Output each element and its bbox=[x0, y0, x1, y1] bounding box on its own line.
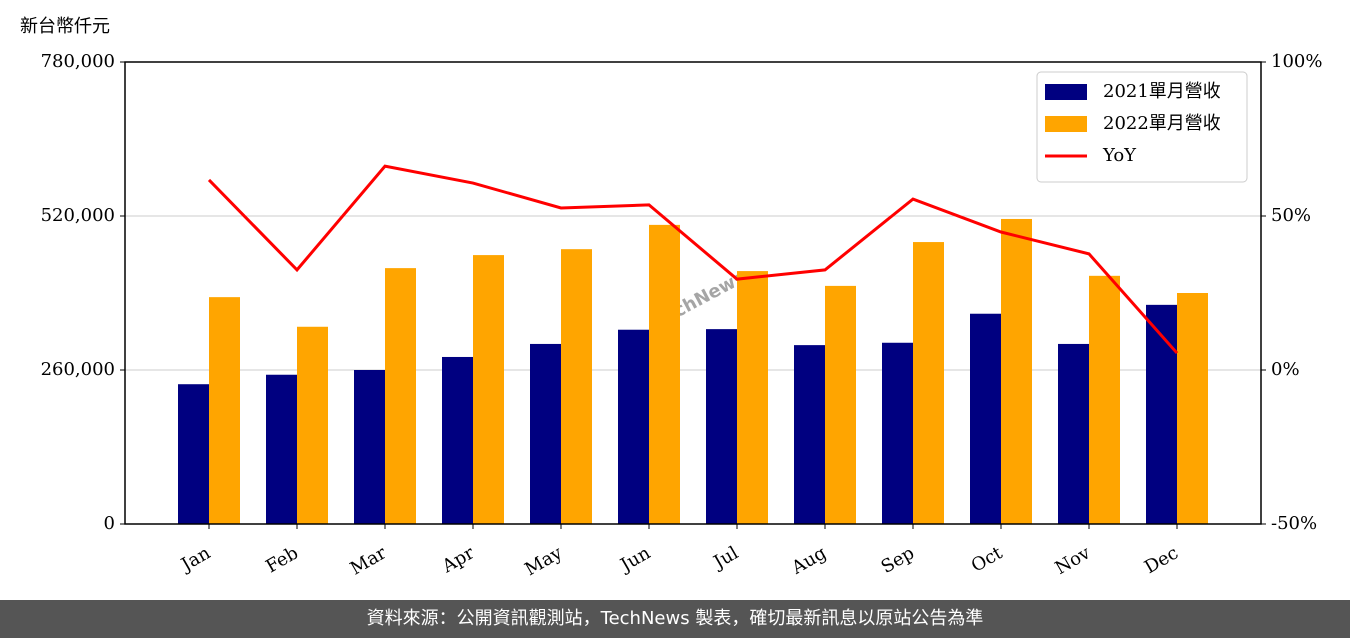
bar bbox=[825, 285, 856, 524]
legend-swatch bbox=[1045, 84, 1087, 100]
x-tick-label: May bbox=[521, 542, 566, 580]
bar bbox=[1001, 218, 1032, 524]
y-tick-label: 780,000 bbox=[41, 51, 115, 72]
bar bbox=[794, 345, 825, 524]
bar bbox=[1058, 343, 1089, 524]
bar bbox=[385, 268, 416, 524]
bar bbox=[297, 326, 328, 524]
x-tick-label: Apr bbox=[438, 542, 478, 577]
bar bbox=[209, 297, 240, 524]
bar bbox=[442, 356, 473, 524]
bar bbox=[1146, 304, 1177, 524]
x-tick-label: Nov bbox=[1052, 542, 1095, 579]
bar bbox=[649, 224, 680, 524]
y2-tick-label: 50% bbox=[1271, 205, 1311, 226]
x-tick-label: Jan bbox=[176, 542, 214, 576]
x-tick-label: Dec bbox=[1141, 542, 1182, 578]
bar bbox=[706, 329, 737, 524]
bar bbox=[1177, 293, 1208, 524]
source-note: 資料來源：公開資訊觀測站，TechNews 製表，確切最新訊息以原站公告為準 bbox=[367, 608, 984, 629]
footer-band bbox=[0, 600, 1350, 638]
x-tick-label: Oct bbox=[968, 542, 1007, 577]
x-tick-label: Jun bbox=[615, 542, 654, 577]
legend-label: 2021單月營收 bbox=[1103, 81, 1221, 102]
legend-box bbox=[1036, 71, 1248, 183]
bar bbox=[882, 342, 913, 524]
bar bbox=[913, 242, 944, 525]
x-tick-label: Feb bbox=[262, 542, 302, 577]
y2-tick-label: 0% bbox=[1271, 359, 1300, 380]
bar bbox=[530, 343, 561, 524]
unit-label: 新台幣仟元 bbox=[20, 16, 110, 37]
y-tick-label: 260,000 bbox=[41, 359, 115, 380]
y2-tick-label: -50% bbox=[1271, 513, 1317, 534]
bar bbox=[1089, 275, 1120, 524]
bar bbox=[266, 374, 297, 524]
bar bbox=[970, 313, 1001, 524]
bar bbox=[737, 271, 768, 524]
legend-label: 2022單月營收 bbox=[1103, 113, 1221, 134]
y-tick-label: 520,000 bbox=[41, 205, 115, 226]
y-tick-label: 0 bbox=[104, 513, 115, 534]
plot-frame bbox=[124, 61, 1262, 525]
bar bbox=[618, 329, 649, 524]
bar bbox=[561, 249, 592, 524]
x-tick-label: Sep bbox=[878, 542, 918, 577]
x-tick-label: Mar bbox=[347, 542, 391, 579]
bar bbox=[473, 255, 504, 525]
x-tick-label: Aug bbox=[787, 542, 830, 579]
line bbox=[207, 164, 1179, 355]
x-tick-label: Jul bbox=[708, 542, 742, 574]
legend-label: YoY bbox=[1102, 145, 1137, 166]
bar bbox=[178, 384, 209, 524]
bar bbox=[354, 370, 385, 524]
y2-tick-label: 100% bbox=[1271, 51, 1322, 72]
legend-swatch bbox=[1045, 116, 1087, 132]
